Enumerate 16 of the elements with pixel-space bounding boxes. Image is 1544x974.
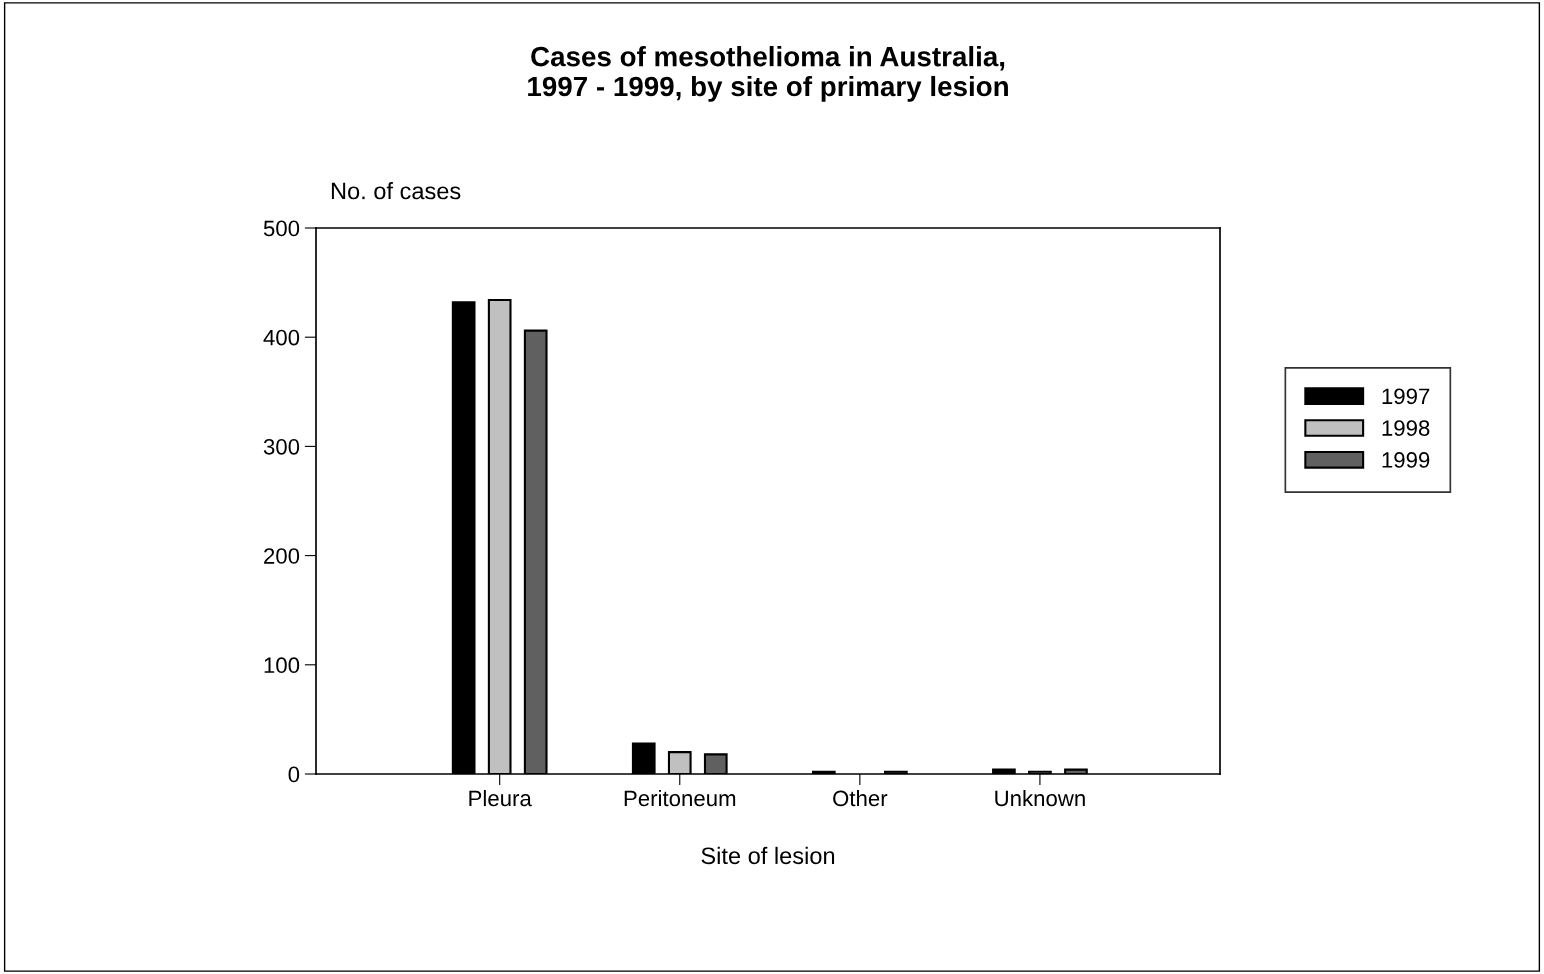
x-tick-label: Unknown <box>995 789 1085 807</box>
legend-label: 1998 <box>1382 420 1430 436</box>
x-tick-label: Peritoneum <box>624 789 736 807</box>
y-tick-label: 200 <box>264 548 300 564</box>
legend-label: 1997 <box>1382 388 1430 405</box>
y-tick-label: 300 <box>263 438 300 455</box>
y-axis-title: No. of cases <box>331 182 461 200</box>
x-axis-title: Site of lesion <box>701 846 835 865</box>
y-tick-label: 0 <box>288 766 300 783</box>
chart-title: Cases of mesothelioma in Australia, 1997 - 1999, by site of primary lesion <box>528 46 1008 102</box>
y-tick-label: 400 <box>263 329 300 346</box>
y-tick-label: 100 <box>264 657 300 674</box>
y-tick-label: 500 <box>263 220 300 237</box>
legend-label: 1999 <box>1382 452 1430 468</box>
x-tick-label: Other <box>833 789 888 807</box>
x-tick-label: Pleura <box>469 789 532 807</box>
